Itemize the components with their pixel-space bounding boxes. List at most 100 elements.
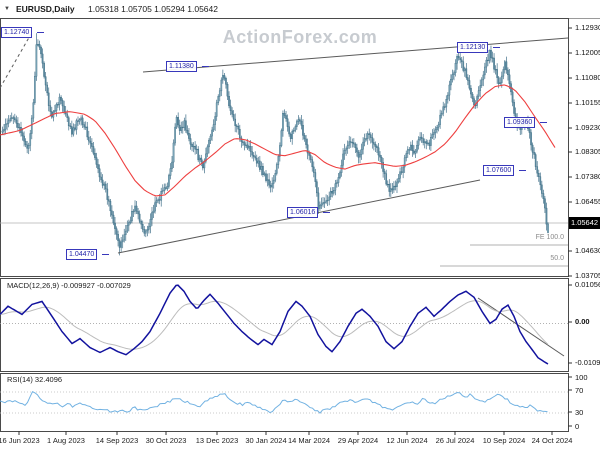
candle-body (448, 84, 451, 96)
candle-body (531, 144, 534, 153)
candle-body (479, 85, 482, 91)
candle-body (14, 117, 16, 121)
candle-body (4, 123, 7, 130)
fib-extension-50-label[interactable]: 50.0 (550, 255, 564, 262)
candle-body (502, 69, 505, 77)
candle-body (383, 171, 386, 174)
candle-body (326, 199, 329, 202)
candle-body (505, 61, 508, 71)
annotation-connector (323, 212, 331, 213)
candle-body (368, 133, 371, 135)
candle-body (343, 149, 346, 155)
candle-body (476, 96, 478, 106)
candle-body (542, 193, 545, 199)
candle-body (316, 181, 318, 194)
candle-body (470, 88, 472, 95)
candle-body (306, 144, 309, 154)
candle-body (541, 184, 543, 194)
candle-body (483, 66, 486, 76)
candle-body (322, 202, 324, 205)
candle-body (346, 144, 349, 149)
candle-body (410, 144, 412, 150)
candle-body (9, 118, 12, 121)
candle-body (431, 134, 434, 138)
candle-body (442, 106, 445, 114)
candle-body (165, 187, 167, 189)
candle-body (220, 79, 223, 92)
candle-body (223, 75, 226, 79)
collapse-triangle-icon[interactable]: ▼ (4, 6, 10, 12)
price-annotation-label[interactable]: 1.04470 (66, 249, 98, 260)
candle-body (413, 150, 415, 154)
candle-body (238, 128, 241, 139)
candle-body (141, 224, 144, 230)
fib-extension-100-label[interactable]: FE 100.0 (535, 234, 564, 241)
candle-body (434, 129, 437, 133)
price-annotation-label[interactable]: 1.11380 (166, 61, 197, 72)
candle-body (152, 210, 155, 213)
candle-body (537, 172, 540, 177)
candle-body (534, 154, 537, 167)
candle-body (530, 132, 532, 146)
macd-panel-frame (0, 278, 569, 372)
candle-body (206, 146, 209, 155)
candle-body (106, 188, 109, 200)
candle-body (488, 50, 491, 61)
date-axis-label: 12 Jun 2024 (386, 436, 428, 445)
candle-body (186, 130, 189, 134)
candle-body (265, 173, 267, 181)
candle-body (195, 148, 198, 151)
price-annotation-label[interactable]: 1.07600 (483, 165, 515, 176)
candle-body (403, 157, 406, 168)
candle-body (528, 128, 531, 133)
candle-body (35, 44, 38, 77)
price-axis-label: 1.06455 (575, 197, 600, 206)
price-annotation-label[interactable]: 1.06016 (287, 207, 319, 218)
price-axis-label: 1.08305 (575, 147, 600, 156)
candle-body (191, 144, 193, 147)
candle-body (391, 188, 394, 191)
candle-body (10, 117, 13, 119)
candle-body (471, 93, 474, 99)
candle-body (7, 120, 10, 124)
annotation-connector (493, 47, 501, 48)
candle-body (345, 148, 347, 151)
candle-body (269, 185, 272, 188)
candle-body (331, 191, 334, 194)
candle-body (351, 142, 354, 144)
candle-body (71, 126, 73, 135)
candle-body (86, 126, 89, 138)
candle-body (286, 118, 289, 127)
candle-body (137, 211, 139, 215)
candle-body (402, 166, 404, 173)
candle-body (166, 186, 169, 189)
candle-body (336, 182, 338, 184)
candle-body (91, 142, 93, 147)
price-annotation-label[interactable]: 1.12740 (1, 27, 33, 38)
candle-body (539, 176, 542, 186)
candle-body (325, 200, 327, 203)
candle-body (214, 116, 216, 125)
price-annotation-label[interactable]: 1.12130 (457, 42, 489, 53)
candle-body (507, 69, 509, 76)
date-axis-label: 29 Apr 2024 (337, 436, 379, 445)
candle-body (47, 92, 50, 106)
candle-body (419, 136, 421, 140)
candle-body (83, 124, 85, 128)
candle-body (144, 230, 147, 234)
candle-body (225, 78, 227, 85)
candle-body (21, 132, 24, 137)
candle-body (439, 114, 441, 125)
candle-body (314, 172, 317, 182)
candle-body (185, 120, 187, 131)
candle-body (423, 141, 426, 143)
symbol-timeframe-label: EURUSD,Daily (16, 4, 75, 14)
candle-body (349, 141, 352, 143)
candle-body (158, 199, 161, 201)
candle-body (61, 100, 64, 107)
candle-body (288, 126, 290, 135)
candle-body (109, 200, 112, 212)
candle-body (248, 146, 250, 149)
price-annotation-label[interactable]: 1.09360 (504, 117, 536, 128)
